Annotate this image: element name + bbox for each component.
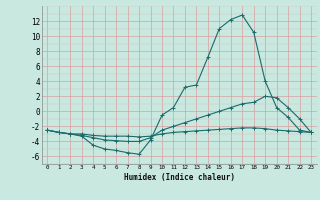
X-axis label: Humidex (Indice chaleur): Humidex (Indice chaleur) (124, 173, 235, 182)
